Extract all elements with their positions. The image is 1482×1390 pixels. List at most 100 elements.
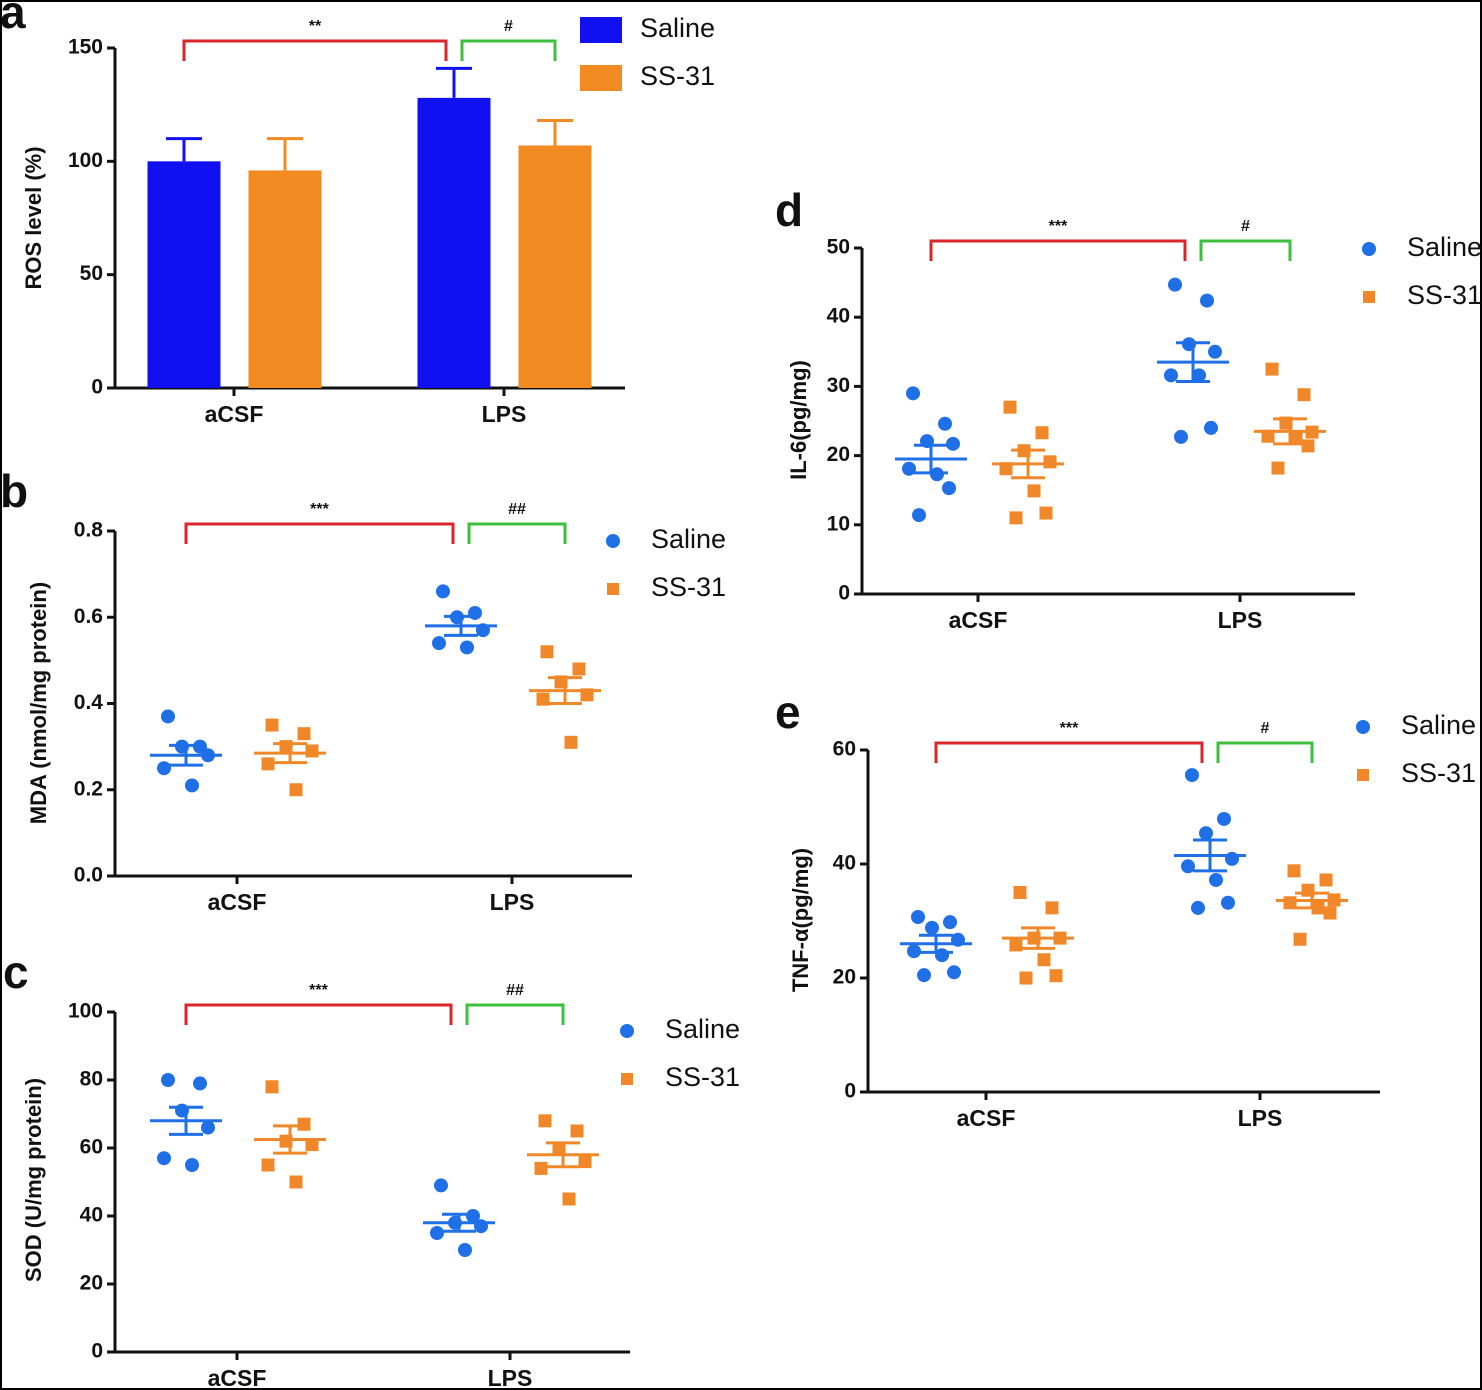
legend-label: SS-31 xyxy=(640,61,715,91)
data-point xyxy=(562,1192,576,1206)
legend-marker xyxy=(1362,242,1376,256)
x-tick-label: LPS xyxy=(1218,607,1263,633)
bar xyxy=(417,97,491,388)
bar xyxy=(518,145,592,388)
data-point xyxy=(261,1158,275,1172)
legend-marker xyxy=(1363,291,1375,303)
data-point xyxy=(1293,932,1307,946)
y-tick-label: 150 xyxy=(68,36,103,59)
significance-bracket xyxy=(467,522,567,544)
data-point xyxy=(1199,826,1213,841)
data-point xyxy=(947,965,961,980)
legend-label: SS-31 xyxy=(1407,280,1482,310)
legend-label: Saline xyxy=(640,13,715,43)
y-axis-label: TNF-α(pg/mg) xyxy=(788,848,813,992)
data-point xyxy=(564,735,578,749)
y-tick-label: 20 xyxy=(833,966,856,989)
x-tick-label: aCSF xyxy=(205,401,264,427)
data-point xyxy=(1174,429,1188,444)
x-tick-label: LPS xyxy=(490,889,535,915)
y-tick-label: 40 xyxy=(833,852,856,875)
x-tick-label: LPS xyxy=(482,401,527,427)
y-tick-label: 80 xyxy=(80,1068,103,1091)
y-tick-label: 0.2 xyxy=(74,777,103,800)
legend-marker xyxy=(607,583,619,595)
data-point xyxy=(570,1124,584,1138)
legend-label: SS-31 xyxy=(1401,758,1476,788)
significance-bracket xyxy=(184,1003,453,1025)
panel-label: a xyxy=(0,0,26,38)
data-point xyxy=(1168,277,1182,292)
data-point xyxy=(534,1161,548,1175)
y-tick-label: 0 xyxy=(838,582,850,605)
data-point xyxy=(297,727,311,741)
data-point xyxy=(1287,864,1301,878)
data-point xyxy=(430,1226,444,1240)
data-point xyxy=(999,462,1013,476)
data-point xyxy=(185,1158,199,1172)
data-point xyxy=(265,718,279,732)
data-point xyxy=(305,1138,319,1152)
y-tick-label: 60 xyxy=(833,738,856,761)
data-point xyxy=(907,944,921,959)
data-point xyxy=(436,584,450,599)
data-point xyxy=(1289,431,1303,445)
data-point xyxy=(1049,969,1063,983)
data-point xyxy=(185,778,199,793)
data-point xyxy=(1265,362,1279,376)
legend-label: Saline xyxy=(651,524,726,554)
data-point xyxy=(1323,906,1337,920)
y-tick-label: 0.6 xyxy=(74,605,103,628)
data-point xyxy=(902,461,916,476)
x-tick-label: LPS xyxy=(1238,1105,1283,1131)
data-point xyxy=(1208,344,1222,359)
data-point xyxy=(1019,971,1033,985)
data-point xyxy=(474,1219,488,1234)
panel-label: b xyxy=(0,465,28,517)
data-point xyxy=(1192,368,1206,383)
data-point xyxy=(458,1243,472,1257)
data-point xyxy=(261,757,275,771)
data-point xyxy=(1221,895,1235,910)
legend-label: SS-31 xyxy=(665,1062,740,1092)
x-tick-label: aCSF xyxy=(949,607,1008,633)
data-point xyxy=(1185,768,1199,783)
data-point xyxy=(1297,388,1311,402)
x-tick-label: aCSF xyxy=(957,1105,1016,1131)
legend-label: Saline xyxy=(1407,232,1482,262)
significance-label: # xyxy=(1241,218,1250,235)
data-point xyxy=(265,1080,279,1094)
significance-bracket xyxy=(184,522,455,544)
significance-bracket xyxy=(929,239,1187,261)
data-point xyxy=(938,416,952,431)
data-point xyxy=(466,1209,480,1223)
significance-label: # xyxy=(1261,720,1270,737)
legend-label: SS-31 xyxy=(651,572,726,602)
data-point xyxy=(297,1117,311,1131)
data-point xyxy=(157,1151,171,1166)
data-point xyxy=(161,1073,175,1087)
data-point xyxy=(1283,896,1297,910)
panel-label: e xyxy=(775,686,801,738)
y-tick-label: 0.0 xyxy=(74,864,103,887)
legend-label: Saline xyxy=(665,1014,740,1044)
data-point xyxy=(917,968,931,983)
y-tick-label: 20 xyxy=(827,443,850,466)
y-tick-label: 100 xyxy=(68,1000,103,1023)
data-point xyxy=(1164,368,1178,383)
data-point xyxy=(578,1155,592,1169)
y-axis-label: MDA (nmol/mg protein) xyxy=(26,582,51,824)
y-tick-label: 20 xyxy=(80,1272,103,1295)
data-point xyxy=(289,783,303,797)
significance-label: ## xyxy=(508,501,526,518)
data-point xyxy=(572,662,586,676)
data-point xyxy=(1301,439,1315,453)
legend-marker xyxy=(621,1073,633,1085)
data-point xyxy=(161,709,175,724)
y-tick-label: 50 xyxy=(80,262,103,285)
data-point xyxy=(1217,811,1231,826)
data-point xyxy=(1209,872,1223,887)
data-point xyxy=(912,508,926,523)
